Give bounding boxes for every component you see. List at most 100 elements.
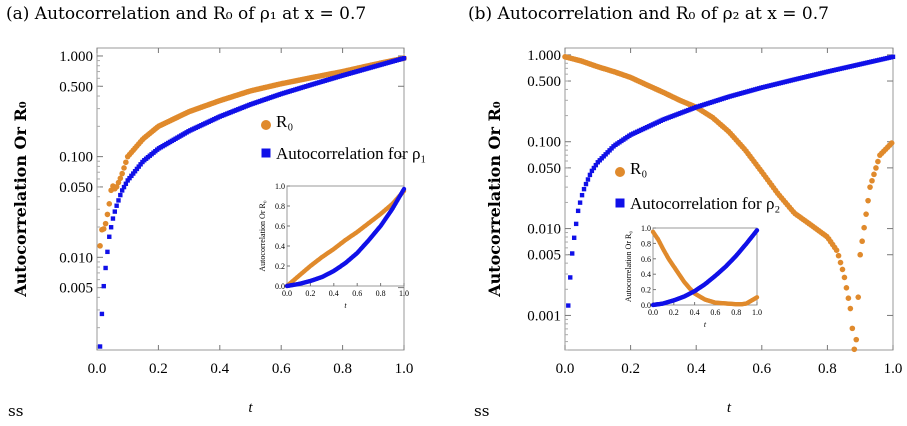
legend-autocorrelation-marker [615,198,625,208]
r0-point [117,175,124,182]
r0-point [875,158,881,165]
inset-chart: 0.0 0.2 0.4 0.6 0.8 1.0 0.0 0.2 0.4 0.6 0.8 1.0 Auto… [624,224,762,329]
autocorrelation-point [579,192,585,198]
y-tick-label: 0.010 [59,250,93,266]
x-tick-label: 0.6 [752,361,771,377]
r0-point [865,197,871,204]
r0-point [869,177,875,184]
inset-y-tick-label: 0.0 [275,282,285,291]
panel-a-footer: ss [8,402,24,420]
autocorrelation-point [593,162,599,168]
r0-point [849,325,856,332]
autocorrelation-point [121,184,127,190]
autocorrelation-point [132,169,138,174]
autocorrelation-point [107,234,112,239]
r0-point [100,226,107,232]
r0-point [835,252,842,259]
inset-x-axis-label: t [344,301,347,310]
r0-point [873,165,879,171]
panel-b-title: (b) Autocorrelation and R₀ of ρ₂ at x = … [468,4,829,24]
inset-y-tick-label: 0.6 [275,222,285,231]
r0-point [855,294,862,300]
r0-point [871,171,877,178]
autocorrelation-point [99,311,105,317]
inset-y-tick-label: 0.8 [275,202,285,211]
x-tick-label: 0.6 [272,361,291,377]
x-tick-label: 0.2 [621,361,640,377]
autocorrelation-point [116,198,121,203]
r0-point [837,259,844,266]
inset-chart: 0.0 0.2 0.4 0.6 0.8 1.0 0.0 0.2 0.4 0.6 0.8 1.0 Auto… [258,182,409,310]
legend-r0-marker [261,120,271,130]
r0-point [841,274,848,281]
autocorrelation-point [129,173,134,179]
r0-point [102,220,109,227]
inset-x-tick-label: 0.8 [376,289,386,298]
r0-point [119,170,125,177]
autocorrelation-point [401,56,407,61]
inset-x-tick-label: 0.4 [690,308,700,317]
autocorrelation-point [118,192,123,198]
autocorrelation-point [583,181,589,187]
autocorrelation-point [127,175,132,181]
autocorrelation-point [131,171,136,176]
inset-x-tick-label: 0.0 [648,308,658,317]
panel-b-chart: 0.0 0.2 0.4 0.6 0.8 1.0 0.001 0.005 0.010 0.050 0.… [485,47,903,416]
legend-autocorrelation-label: Autocorrelation for ρ₁ [276,144,426,163]
y-tick-label: 0.005 [527,248,561,264]
autocorrelation-point [101,283,106,289]
autocorrelation-point [571,235,577,240]
y-tick-label: 1.000 [527,48,561,64]
autocorrelation-point [123,181,129,186]
r0-point [123,159,129,166]
inset-y-tick-label: 0.0 [641,301,651,310]
autocorrelation-point [591,165,597,171]
r0-point [847,305,854,312]
y-tick-label: 0.050 [59,180,93,196]
autocorrelation-point [575,208,581,214]
inset-y-tick-label: 0.2 [275,262,285,271]
inset-x-tick-label: 0.0 [282,289,292,298]
y-tick-label: 0.100 [527,135,561,151]
autocorrelation-point [566,303,571,308]
r0-point [104,211,111,218]
x-axis-label: t [727,400,732,416]
inset-x-tick-label: 0.6 [352,289,362,298]
y-tick-label: 0.005 [59,281,93,297]
x-tick-label: 1.0 [884,361,903,377]
r0-point [861,224,867,231]
inset-y-tick-label: 0.2 [641,286,651,295]
r0-point [97,243,103,249]
inset-r0-point [754,295,760,300]
inset-x-tick-label: 0.4 [329,289,339,298]
legend-r0-label: R₀ [630,159,647,178]
inset-x-tick-label: 0.2 [669,308,679,317]
series-autocorrelation [566,54,896,308]
y-tick-label: 0.500 [527,74,561,90]
inset-autocorrelation-point [754,228,760,233]
autocorrelation-point [581,186,587,192]
autocorrelation-point [125,178,130,183]
r0-point [857,251,863,258]
autocorrelation-point [110,216,116,221]
autocorrelation-point [114,203,119,208]
autocorrelation-point [589,168,595,174]
legend-autocorrelation-label: Autocorrelation for ρ₂ [630,194,780,213]
autocorrelation-point [890,54,896,60]
r0-point [839,266,846,273]
x-axis-label: t [248,400,253,416]
inset-x-axis-label: t [704,320,707,329]
r0-point [833,247,840,253]
y-tick-label: 0.100 [59,150,93,166]
autocorrelation-point [573,221,579,227]
y-tick-label: 1.000 [59,49,93,65]
panel-b-footer: ss [474,402,490,420]
autocorrelation-point [112,209,118,214]
y-tick-label: 0.001 [527,308,561,324]
autocorrelation-point [103,265,108,271]
autocorrelation-point [97,344,103,349]
inset-y-tick-label: 0.4 [275,242,285,251]
r0-point [851,346,858,353]
r0-point [853,336,860,343]
